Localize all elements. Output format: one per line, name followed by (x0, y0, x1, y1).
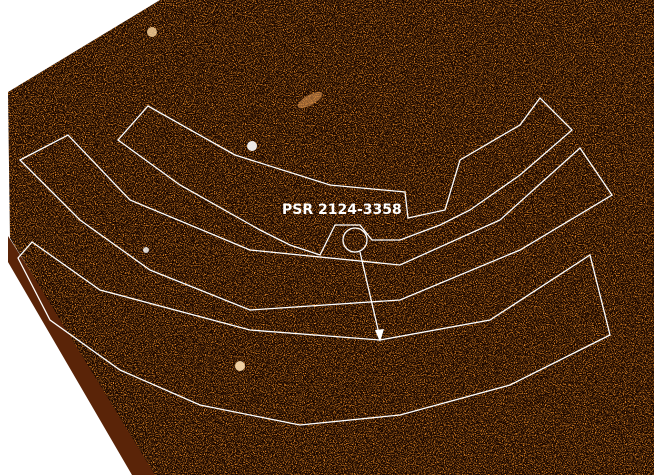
inner-region (117, 97, 573, 256)
outer-region (17, 241, 611, 426)
arrow-line (359, 251, 381, 339)
source-label: PSR 2124-3358 (282, 202, 402, 218)
regions (17, 97, 613, 426)
middle-region (18, 134, 613, 311)
arrow-head (375, 329, 384, 342)
source-circle (342, 227, 368, 253)
